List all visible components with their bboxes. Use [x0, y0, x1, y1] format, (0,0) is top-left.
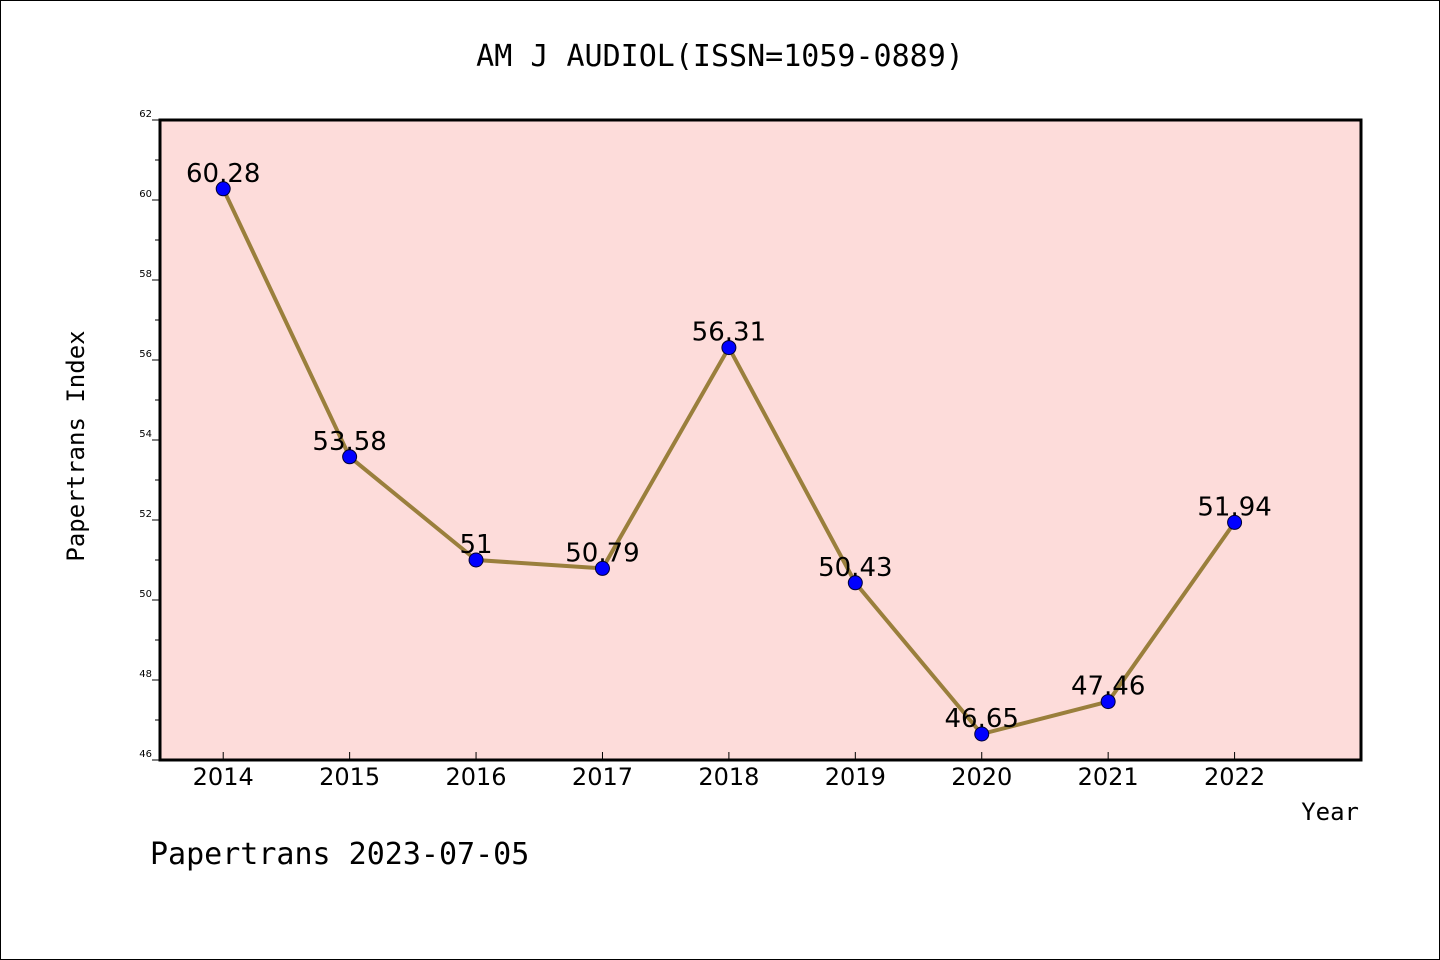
data-point	[215, 181, 231, 197]
data-label: 46.65	[945, 704, 1019, 734]
y-tick-label: 60	[139, 189, 152, 200]
data-label: 60.28	[186, 159, 260, 189]
data-point	[847, 575, 863, 591]
x-tick-label: 2018	[698, 763, 759, 791]
y-tick-label: 62	[139, 109, 152, 120]
data-point	[1227, 514, 1243, 530]
data-label: 47.46	[1071, 672, 1145, 702]
data-point	[594, 560, 610, 576]
x-tick-label: 2015	[319, 763, 380, 791]
y-tick-label: 46	[139, 749, 152, 760]
y-tick-label: 58	[139, 269, 152, 280]
chart-title: AM J AUDIOL(ISSN=1059-0889)	[476, 39, 964, 74]
x-tick-label: 2022	[1204, 763, 1265, 791]
y-tick-label: 56	[139, 349, 152, 360]
data-label: 56.31	[692, 318, 766, 348]
x-tick-label: 2019	[825, 763, 886, 791]
x-tick-label: 2014	[193, 763, 254, 791]
plot-area	[160, 120, 1361, 760]
data-point	[721, 340, 737, 356]
x-axis: 2014 2015 2016 2017 2018 2019 2020 2021 2022	[193, 752, 1265, 791]
x-tick-label: 2020	[951, 763, 1012, 791]
data-label: 51.94	[1197, 492, 1271, 522]
y-axis: 46 48 50 52 54 56 58 60 62	[139, 109, 160, 761]
data-label: 50.79	[565, 538, 639, 568]
y-tick-label: 48	[139, 669, 152, 680]
x-tick-label: 2016	[446, 763, 507, 791]
data-label: 50.43	[818, 553, 892, 583]
data-point	[342, 449, 358, 465]
x-tick-label: 2017	[572, 763, 633, 791]
data-points	[215, 181, 1243, 742]
data-label: 51	[460, 530, 493, 560]
y-tick-label: 50	[139, 589, 152, 600]
y-tick-label: 52	[139, 509, 152, 520]
data-point	[468, 552, 484, 568]
y-tick-label: 54	[139, 429, 152, 440]
data-point	[974, 726, 990, 742]
x-tick-label: 2021	[1078, 763, 1139, 791]
plot-border	[158, 118, 1363, 762]
footer-text: Papertrans 2023-07-05	[150, 837, 529, 872]
y-axis-label: Papertrans Index	[62, 330, 90, 561]
data-label: 53.58	[312, 427, 386, 457]
x-axis-label: Year	[1301, 798, 1359, 826]
data-point	[1100, 694, 1116, 710]
data-labels: 60.28 53.58 51 50.79 56.31 50.43 46.65 47.46 51.…	[186, 159, 1272, 734]
